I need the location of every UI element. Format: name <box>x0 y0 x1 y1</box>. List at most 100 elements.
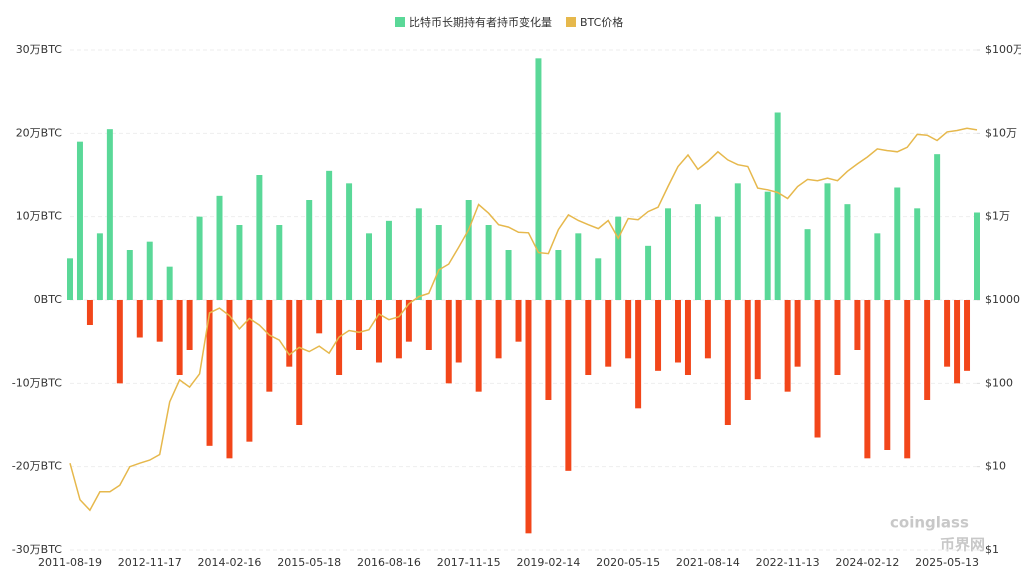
y2-tick-label: $10万 <box>985 126 1017 139</box>
bar <box>645 245 652 300</box>
bar <box>286 300 293 367</box>
bar <box>694 204 701 300</box>
bar <box>86 300 93 325</box>
bar <box>944 300 951 367</box>
bar <box>804 229 811 300</box>
bar <box>814 300 821 438</box>
y2-tick-label: $10 <box>985 460 1006 473</box>
bar <box>864 300 871 459</box>
y-tick-label: -10万BTC <box>12 376 63 389</box>
bar <box>615 216 622 300</box>
watermark: coinglass <box>890 514 969 532</box>
bar <box>635 300 642 409</box>
bar <box>266 300 273 392</box>
bar <box>67 258 73 300</box>
bar <box>166 266 173 300</box>
legend-swatch <box>395 17 405 27</box>
bar <box>116 300 123 384</box>
bar <box>485 225 492 300</box>
bar <box>734 183 741 300</box>
bar <box>435 225 442 300</box>
x-tick-label: 2016-08-16 <box>357 556 421 569</box>
bar <box>246 300 253 442</box>
y-tick-label: 30万BTC <box>16 43 63 56</box>
bar <box>415 208 422 300</box>
bar <box>326 170 333 300</box>
bar <box>445 300 452 384</box>
legend-label: 比特币长期持有者持币变化量 <box>409 15 552 29</box>
bar <box>834 300 841 375</box>
bar <box>216 195 223 300</box>
x-tick-label: 2011-08-19 <box>38 556 102 569</box>
bar <box>894 187 901 300</box>
y2-tick-label: $100 <box>985 376 1013 389</box>
y-tick-label: -20万BTC <box>12 460 63 473</box>
bar <box>525 300 532 534</box>
bar <box>156 300 163 342</box>
bar <box>196 216 203 300</box>
bar <box>714 216 721 300</box>
x-tick-label: 2021-08-14 <box>676 556 740 569</box>
x-tick-label: 2014-02-16 <box>198 556 262 569</box>
bar <box>385 220 392 300</box>
bar <box>565 300 572 471</box>
bar <box>346 183 353 300</box>
bar <box>774 112 781 300</box>
bar <box>585 300 592 375</box>
bar <box>545 300 552 400</box>
bar <box>754 300 761 380</box>
y-tick-label: 0BTC <box>34 293 63 306</box>
bar <box>366 233 373 300</box>
bar <box>276 225 283 300</box>
bar <box>395 300 402 359</box>
bar <box>176 300 183 375</box>
bar <box>256 175 263 300</box>
bar <box>296 300 303 425</box>
bar <box>76 141 83 300</box>
x-tick-label: 2025-05-13 <box>915 556 979 569</box>
y-tick-label: 10万BTC <box>16 210 63 223</box>
bar <box>126 250 133 300</box>
y-tick-label: 20万BTC <box>16 126 63 139</box>
x-tick-label: 2019-02-14 <box>516 556 580 569</box>
bar <box>744 300 751 400</box>
bar <box>874 233 881 300</box>
bar <box>784 300 791 392</box>
bar <box>764 191 771 300</box>
bar <box>605 300 612 367</box>
bar <box>884 300 891 450</box>
bar <box>704 300 711 359</box>
bar <box>505 250 512 300</box>
bar <box>724 300 731 425</box>
bar <box>495 300 502 359</box>
bar <box>904 300 911 459</box>
bar <box>515 300 522 342</box>
x-tick-label: 2012-11-17 <box>118 556 182 569</box>
bar <box>964 300 971 371</box>
y2-tick-label: $1000 <box>985 293 1020 306</box>
bar <box>106 129 113 300</box>
bar <box>934 154 941 300</box>
bar <box>136 300 143 338</box>
bar <box>226 300 233 459</box>
bar <box>535 58 542 301</box>
bar <box>824 183 831 300</box>
bar <box>316 300 323 334</box>
bar <box>954 300 961 384</box>
x-tick-label: 2015-05-18 <box>277 556 341 569</box>
y-tick-label: -30万BTC <box>12 543 63 556</box>
legend-label: BTC价格 <box>580 15 623 29</box>
bar <box>146 241 153 300</box>
y2-tick-label: $1万 <box>985 210 1010 223</box>
y2-tick-label: $100万 <box>985 43 1021 56</box>
bar <box>465 200 472 300</box>
bar <box>625 300 632 359</box>
bar <box>455 300 462 363</box>
bar <box>575 233 582 300</box>
y2-tick-label: $1 <box>985 543 999 556</box>
bar <box>555 250 562 300</box>
price-line <box>69 127 978 512</box>
bar <box>595 258 602 300</box>
x-tick-label: 2017-11-15 <box>437 556 501 569</box>
